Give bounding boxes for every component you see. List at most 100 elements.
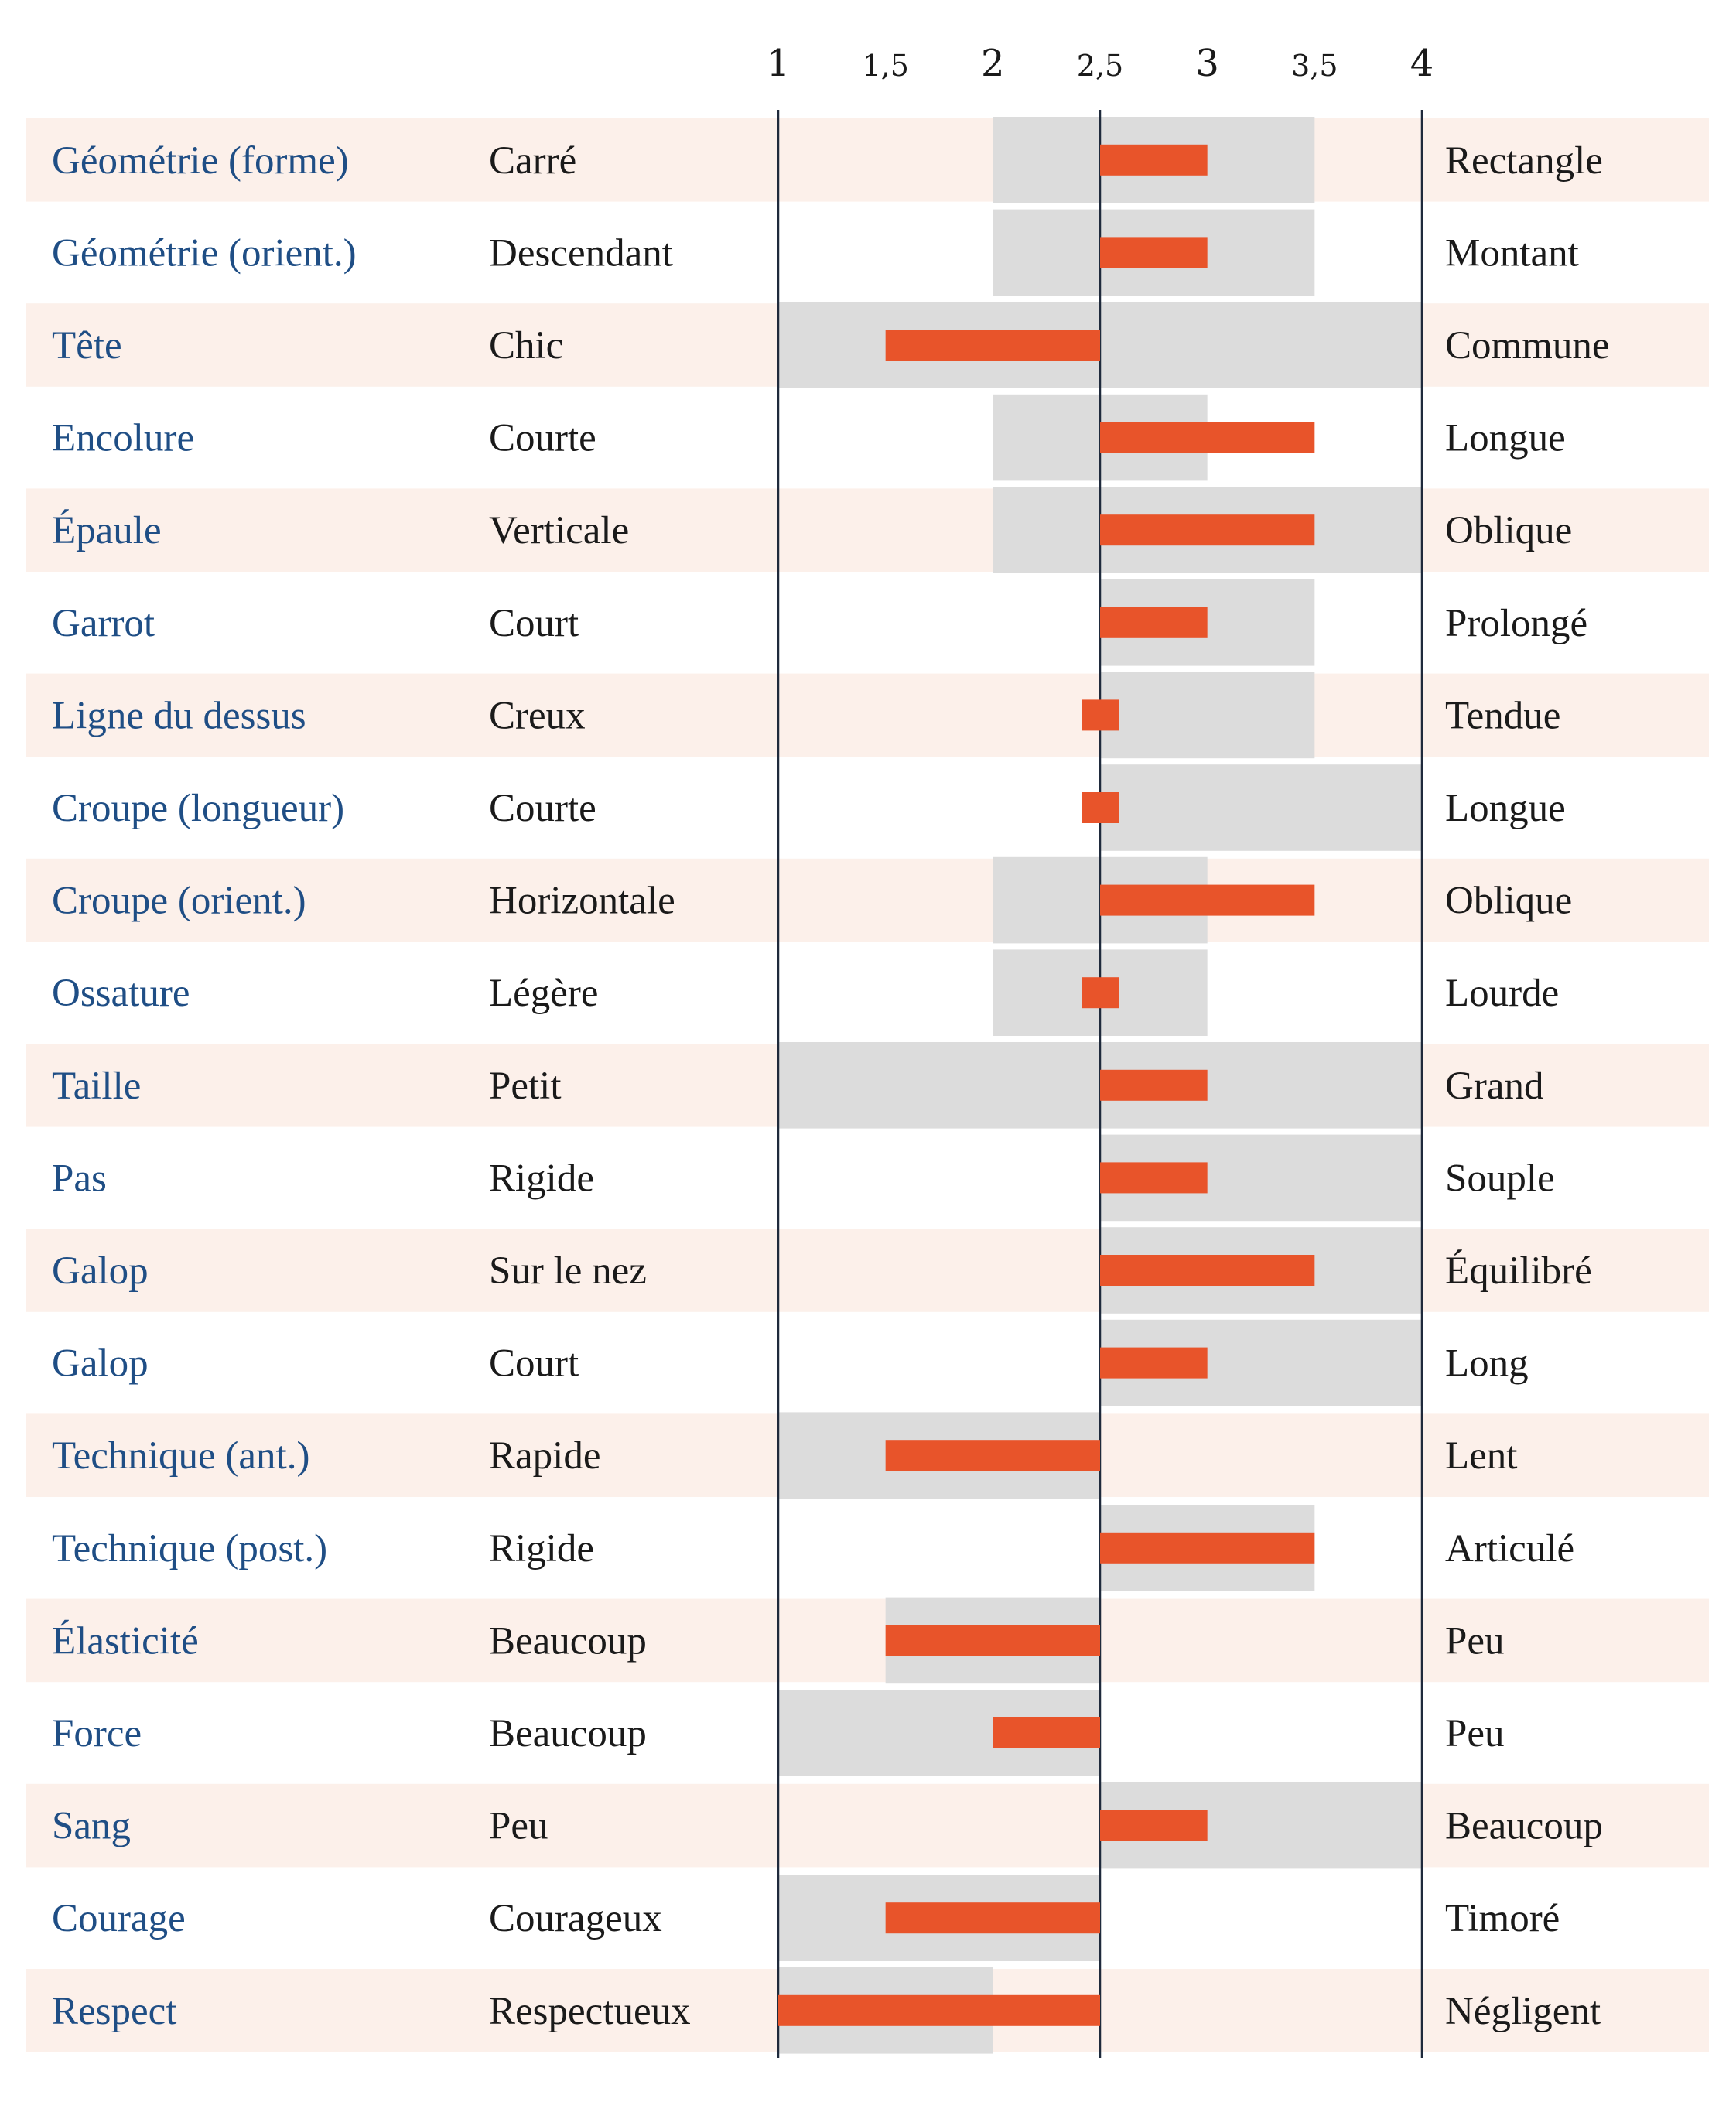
- row-stripe: [26, 673, 1709, 757]
- tick-label: 2: [981, 42, 1005, 85]
- row-stripe: [26, 1229, 1709, 1312]
- attribute-label: Garrot: [52, 602, 155, 645]
- range-band: [1100, 764, 1422, 851]
- attribute-label: Croupe (orient.): [52, 880, 306, 923]
- tick-label: 3,5: [1291, 49, 1338, 83]
- value-bar: [885, 1902, 1100, 1934]
- right-pole-label: Peu: [1445, 1712, 1505, 1755]
- attribute-label: Encolure: [52, 417, 194, 460]
- attribute-label: Élasticité: [52, 1619, 199, 1663]
- left-pole-label: Légère: [489, 972, 599, 1015]
- attribute-label: Sang: [52, 1805, 131, 1848]
- value-bar: [1100, 422, 1315, 453]
- value-bar: [885, 330, 1100, 361]
- right-pole-label: Oblique: [1445, 880, 1572, 923]
- left-pole-label: Rapide: [489, 1434, 600, 1478]
- left-pole-label: Rigide: [489, 1527, 594, 1571]
- value-bar: [993, 1717, 1100, 1748]
- attribute-label: Respect: [52, 1990, 176, 2033]
- value-bar: [1100, 1162, 1208, 1194]
- right-pole-label: Montant: [1445, 231, 1579, 275]
- range-band: [1100, 672, 1315, 759]
- right-pole-label: Longue: [1445, 787, 1566, 830]
- row-stripe: [26, 1783, 1709, 1868]
- row-stripe: [26, 858, 1709, 942]
- left-pole-label: Verticale: [489, 509, 629, 552]
- left-pole-label: Descendant: [489, 231, 673, 275]
- right-pole-label: Prolongé: [1445, 602, 1587, 645]
- attribute-label: Géométrie (forme): [52, 139, 349, 183]
- value-bar: [1082, 977, 1119, 1009]
- right-pole-label: Grand: [1445, 1065, 1543, 1108]
- attribute-label: Géométrie (orient.): [52, 231, 357, 275]
- tick-label: 3: [1195, 42, 1219, 85]
- value-bar: [1100, 1532, 1315, 1564]
- left-pole-label: Respectueux: [489, 1990, 691, 2033]
- attribute-label: Galop: [52, 1342, 149, 1386]
- attribute-label: Technique (post.): [52, 1527, 327, 1571]
- value-bar: [1100, 1069, 1208, 1101]
- value-bar: [1082, 792, 1119, 823]
- right-pole-label: Équilibré: [1445, 1249, 1592, 1293]
- value-bar: [885, 1625, 1100, 1656]
- attribute-label: Force: [52, 1712, 142, 1755]
- right-pole-label: Tendue: [1445, 694, 1560, 737]
- attribute-label: Galop: [52, 1249, 149, 1293]
- attribute-label: Épaule: [52, 509, 162, 552]
- attribute-label: Ligne du dessus: [52, 694, 306, 737]
- left-pole-label: Horizontale: [489, 880, 675, 923]
- tick-label: 1,5: [862, 49, 908, 83]
- right-pole-label: Peu: [1445, 1619, 1505, 1663]
- attribute-label: Ossature: [52, 972, 190, 1015]
- value-bar: [778, 1994, 1100, 2026]
- right-pole-label: Commune: [1445, 324, 1610, 367]
- attribute-label: Tête: [52, 324, 122, 367]
- left-pole-label: Creux: [489, 694, 586, 737]
- right-pole-label: Articulé: [1445, 1527, 1574, 1571]
- right-pole-label: Négligent: [1445, 1990, 1601, 2033]
- value-bar: [1100, 514, 1315, 546]
- left-pole-label: Chic: [489, 324, 563, 367]
- right-pole-label: Longue: [1445, 417, 1566, 460]
- value-bar: [1100, 144, 1208, 176]
- tick-label: 1: [767, 42, 791, 85]
- attribute-label: Technique (ant.): [52, 1434, 309, 1478]
- row-stripe: [26, 118, 1709, 202]
- value-bar: [1100, 1255, 1315, 1286]
- left-pole-label: Court: [489, 602, 579, 645]
- left-pole-label: Carré: [489, 139, 576, 183]
- value-bar: [1100, 1810, 1208, 1841]
- left-pole-label: Peu: [489, 1805, 548, 1848]
- tick-label: 2,5: [1077, 49, 1123, 83]
- left-pole-label: Court: [489, 1342, 579, 1386]
- left-pole-label: Courte: [489, 417, 596, 460]
- value-bar: [885, 1440, 1100, 1471]
- value-bar: [1100, 884, 1315, 916]
- right-pole-label: Lent: [1445, 1434, 1517, 1478]
- right-pole-label: Lourde: [1445, 972, 1559, 1015]
- right-pole-label: Souple: [1445, 1157, 1555, 1200]
- left-pole-label: Petit: [489, 1065, 562, 1108]
- right-pole-label: Beaucoup: [1445, 1805, 1603, 1848]
- right-pole-label: Rectangle: [1445, 139, 1603, 183]
- left-pole-label: Beaucoup: [489, 1619, 647, 1663]
- right-pole-label: Long: [1445, 1342, 1529, 1386]
- attribute-label: Courage: [52, 1897, 186, 1940]
- attribute-label: Croupe (longueur): [52, 787, 344, 830]
- value-bar: [1100, 1347, 1208, 1379]
- right-pole-label: Oblique: [1445, 509, 1572, 552]
- right-pole-label: Timoré: [1445, 1897, 1560, 1940]
- left-pole-label: Courte: [489, 787, 596, 830]
- left-pole-label: Beaucoup: [489, 1712, 647, 1755]
- value-bar: [1100, 607, 1208, 638]
- row-stripe: [26, 488, 1709, 572]
- value-bar: [1100, 237, 1208, 268]
- left-pole-label: Rigide: [489, 1157, 594, 1200]
- left-pole-label: Sur le nez: [489, 1249, 647, 1293]
- attribute-label: Pas: [52, 1157, 107, 1200]
- row-stripe: [26, 1598, 1709, 1683]
- value-bar: [1082, 699, 1119, 731]
- left-pole-label: Courageux: [489, 1897, 662, 1940]
- attribute-label: Taille: [52, 1065, 141, 1108]
